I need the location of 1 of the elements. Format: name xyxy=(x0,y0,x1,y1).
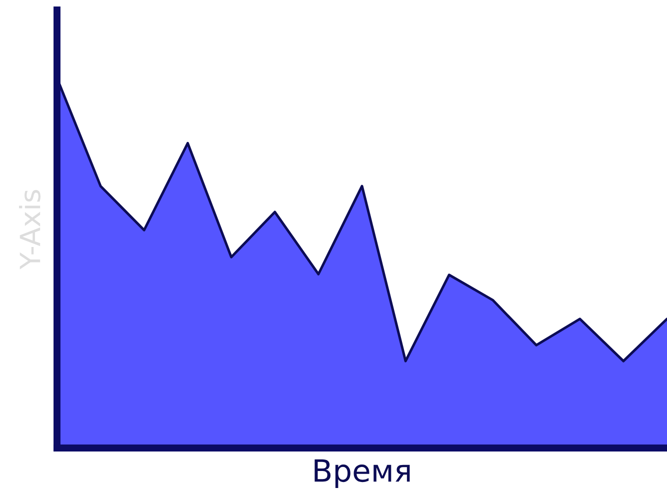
x-axis-title: Время xyxy=(314,459,410,488)
